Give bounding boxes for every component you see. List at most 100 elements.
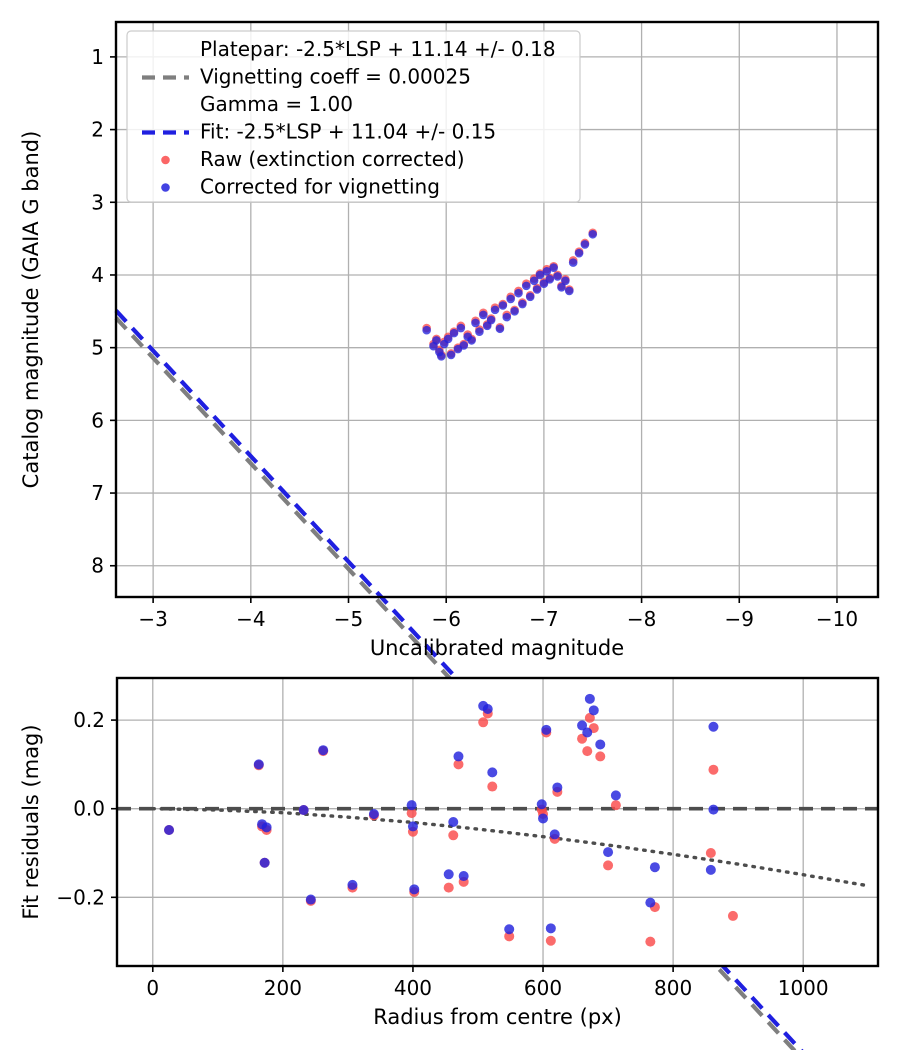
bottom-data-point: [545, 923, 556, 934]
legend-entry-label: Gamma = 1.00: [200, 92, 353, 116]
bottom-data-point: [253, 759, 264, 770]
top-data-point: [446, 350, 456, 360]
bottom-series-corrected: [164, 693, 719, 935]
bottom-data-point: [705, 864, 716, 875]
bottom-data-point: [259, 857, 270, 868]
top-data-point: [542, 267, 552, 276]
top-data-point: [443, 334, 453, 344]
bottom-data-point: [541, 724, 552, 735]
bottom-data-point: [727, 910, 738, 921]
bottom-data-point: [705, 848, 716, 859]
bottom-data-point: [482, 704, 493, 715]
bottom-data-point: [708, 721, 719, 732]
legend-entry-label: Vignetting coeff = 0.00025: [200, 65, 471, 89]
bottom-data-point: [538, 813, 549, 824]
top-data-point: [486, 315, 496, 325]
bottom-y-axis-label: Fit residuals (mag): [19, 724, 43, 919]
top-data-point: [522, 281, 531, 291]
bottom-data-point: [298, 805, 309, 816]
top-data-point: [467, 336, 476, 345]
top-data-point: [525, 292, 535, 302]
top-data-point: [564, 286, 574, 296]
bottom-data-point: [595, 739, 606, 750]
bottom-data-point: [453, 751, 464, 762]
top-x-ticklabel: −7: [529, 607, 558, 631]
bottom-y-ticklabel: −0.2: [56, 885, 105, 909]
top-data-point: [471, 318, 480, 328]
top-y-ticklabel: 1: [91, 45, 104, 69]
top-data-point: [495, 324, 505, 334]
top-y-axis-label: Catalog magnitude (GAIA G band): [19, 131, 43, 489]
top-y-ticklabel: 6: [91, 408, 104, 432]
top-data-point: [514, 288, 523, 298]
top-y-ticklabel: 4: [91, 263, 104, 287]
bottom-axis-frame: [115, 676, 880, 968]
bottom-data-point: [582, 746, 593, 757]
bottom-data-point: [595, 751, 606, 762]
top-data-point: [574, 248, 584, 258]
bottom-y-ticklabel: 0.2: [73, 708, 105, 732]
top-data-point: [456, 323, 466, 333]
top-x-ticklabel: −6: [431, 607, 460, 631]
top-data-point: [432, 336, 441, 345]
bottom-data-point: [504, 924, 515, 935]
top-data-point: [557, 283, 566, 292]
top-data-point: [475, 327, 484, 336]
top-x-ticklabel: −10: [816, 607, 858, 631]
bottom-data-point: [645, 936, 656, 947]
bottom-x-ticklabel: 200: [264, 976, 302, 1000]
top-data-point: [502, 312, 512, 322]
top-data-point: [535, 270, 545, 280]
top-y-ticklabel: 3: [91, 190, 104, 214]
bottom-data-point: [448, 830, 459, 841]
bottom-data-point: [406, 800, 417, 811]
bottom-data-point: [584, 693, 595, 704]
top-y-ticklabel: 5: [91, 336, 104, 360]
bottom-data-point: [305, 894, 316, 905]
top-x-ticklabel: −4: [236, 607, 265, 631]
legend-entry-label: Platepar: -2.5*LSP + 11.14 +/- 0.18: [200, 37, 556, 61]
bottom-data-point: [443, 869, 454, 880]
top-x-axis-label: Uncalibrated magnitude: [370, 636, 624, 660]
top-legend: Platepar: -2.5*LSP + 11.14 +/- 0.18 Vigne…: [126, 30, 581, 203]
top-data-point: [449, 328, 459, 338]
bottom-panel-group: 0 200 400 600 800 1000 0.2 0.0 −0.2 Radius from c…: [19, 676, 880, 1029]
bottom-data-point: [448, 817, 459, 827]
top-data-point: [588, 229, 598, 239]
vignetting-curve: [151, 807, 870, 888]
top-data-point: [510, 307, 519, 316]
top-series-corrected: [422, 229, 598, 361]
top-x-ticklabel: −8: [627, 607, 656, 631]
legend-handle-raw-dot: [161, 155, 170, 165]
bottom-x-ticklabel: 1000: [778, 976, 829, 1000]
top-data-point: [479, 310, 488, 320]
top-data-point: [506, 294, 515, 304]
top-data-point: [529, 276, 539, 286]
bottom-x-ticklabel: 600: [524, 976, 562, 1000]
top-data-point: [532, 285, 542, 294]
bottom-data-point: [708, 804, 719, 815]
bottom-data-point: [708, 764, 719, 775]
top-data-point: [498, 301, 508, 310]
bottom-data-point: [164, 824, 175, 835]
bottom-data-point: [409, 884, 420, 895]
bottom-x-ticklabel: 400: [394, 976, 432, 1000]
bottom-x-axis-label: Radius from centre (px): [373, 1005, 622, 1029]
top-data-point: [518, 299, 527, 309]
bottom-data-point: [645, 897, 656, 908]
top-data-point: [549, 263, 558, 273]
bottom-data-point: [261, 822, 272, 833]
bottom-data-point: [407, 821, 418, 832]
legend-entry-label: Corrected for vignetting: [200, 175, 440, 199]
bottom-data-point: [318, 745, 329, 756]
bottom-data-point: [536, 799, 547, 810]
top-data-point: [490, 305, 500, 315]
bottom-data-point: [406, 808, 417, 819]
top-x-ticklabel: −5: [334, 607, 363, 631]
bottom-data-point: [649, 862, 660, 873]
top-y-ticklabel: 2: [91, 118, 104, 142]
bottom-plot-background: [117, 678, 878, 966]
bottom-data-point: [577, 720, 588, 731]
